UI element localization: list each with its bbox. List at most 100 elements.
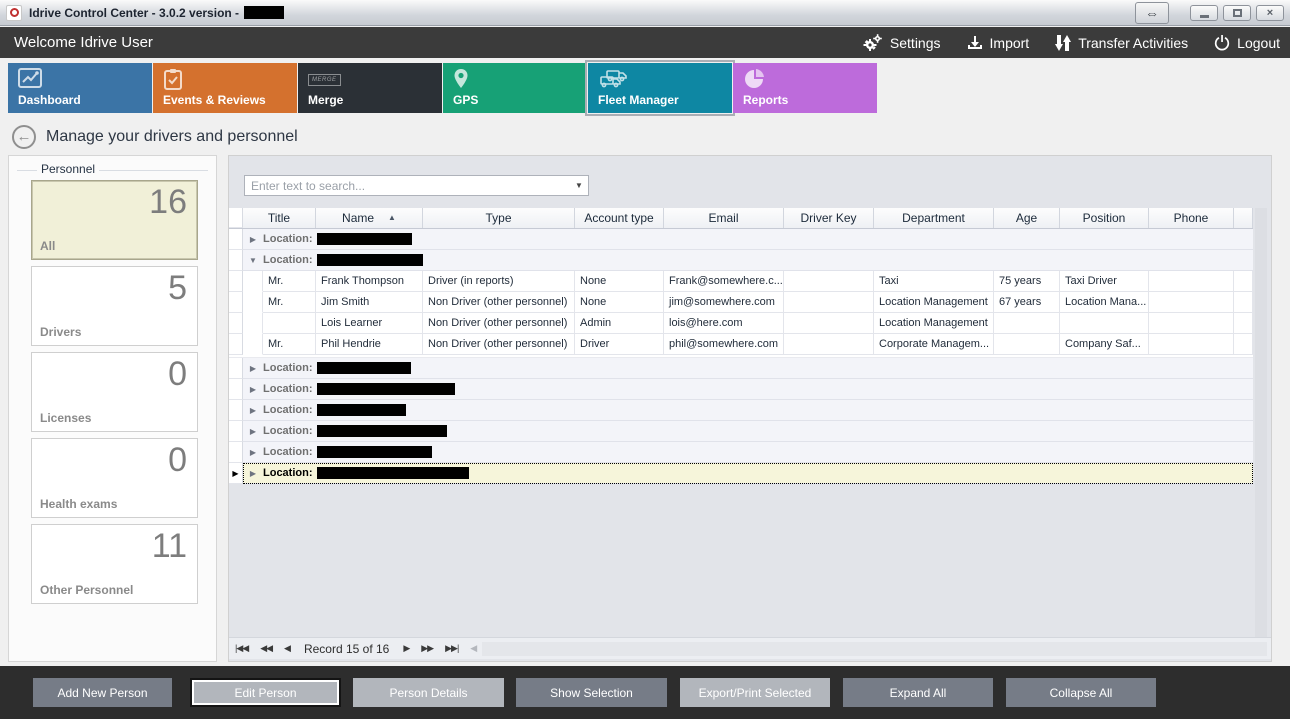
expand-group-icon[interactable]: ▶ <box>249 363 257 373</box>
expand-group-icon[interactable]: ▶ <box>249 234 257 244</box>
pager-next-page-button[interactable]: ▶▶ <box>421 643 434 653</box>
location-group-row[interactable]: ▶ Location: <box>229 400 1253 421</box>
import-label: Import <box>989 34 1030 51</box>
app-icon <box>6 4 22 21</box>
cell-filler <box>1234 334 1253 355</box>
cell-age <box>994 313 1060 334</box>
cell-phone <box>1149 334 1234 355</box>
expand-group-icon[interactable]: ▶ <box>249 447 257 457</box>
expand-group-icon[interactable]: ▶ <box>249 405 257 415</box>
tab-reports[interactable]: Reports <box>733 63 877 113</box>
show-selection-button[interactable]: Show Selection <box>516 678 667 707</box>
group-value-redaction <box>316 425 447 437</box>
location-group-row[interactable]: ▶ Location: <box>229 379 1253 400</box>
search-dropdown-icon[interactable]: ▼ <box>575 181 583 190</box>
search-input[interactable] <box>245 178 570 193</box>
vertical-scrollbar[interactable] <box>1255 208 1267 639</box>
pager-next-button[interactable]: ▶ <box>403 643 410 653</box>
minimize-button[interactable] <box>1190 5 1218 21</box>
column-header-account-type[interactable]: Account type <box>575 208 664 228</box>
group-value-redaction <box>316 362 411 374</box>
settings-label: Settings <box>889 34 941 51</box>
column-header-driver-key[interactable]: Driver Key <box>784 208 874 228</box>
row-indicator <box>229 421 243 442</box>
pin-icon <box>453 68 469 95</box>
group-gap <box>229 355 1253 358</box>
cell-account-type: Driver <box>575 334 664 355</box>
collapse-group-icon[interactable]: ▼ <box>249 255 257 265</box>
location-group-row[interactable]: ▼ Location: <box>229 250 1253 271</box>
pager-prev-page-button[interactable]: ◀◀ <box>260 643 273 653</box>
pager-prev-button[interactable]: ◀ <box>284 643 291 653</box>
column-header-email[interactable]: Email <box>664 208 784 228</box>
location-group-row[interactable]: ▶ ▶ Location: <box>229 463 1253 484</box>
person-row[interactable]: Mr. Jim Smith Non Driver (other personnel)… <box>229 292 1253 313</box>
person-row[interactable]: Mr. Frank Thompson Driver (in reports) None… <box>229 271 1253 292</box>
logout-button[interactable]: Logout <box>1214 34 1280 51</box>
group-band: ▶ Location: <box>243 421 1253 442</box>
cell-position <box>1060 313 1149 334</box>
tab-label: Fleet Manager <box>598 93 679 107</box>
expand-all-button[interactable]: Expand All <box>843 678 993 707</box>
column-header-age[interactable]: Age <box>994 208 1060 228</box>
close-button[interactable]: × <box>1256 5 1284 21</box>
cell-phone <box>1149 313 1234 334</box>
location-group-row[interactable]: ▶ Location: <box>229 421 1253 442</box>
expand-group-icon[interactable]: ▶ <box>249 426 257 436</box>
cell-position: Location Mana... <box>1060 292 1149 313</box>
person-row[interactable]: Mr. Phil Hendrie Non Driver (other personn… <box>229 334 1253 355</box>
tab-events-reviews[interactable]: Events & Reviews <box>153 63 297 113</box>
personnel-card-health-exams[interactable]: 0 Health exams <box>31 438 198 518</box>
location-group-row[interactable]: ▶ Location: <box>229 229 1253 250</box>
group-band: ▼ Location: <box>243 250 1253 271</box>
tab-merge[interactable]: MERGE Merge <box>298 63 442 113</box>
search-box[interactable]: ▼ <box>244 175 589 196</box>
personnel-card-all[interactable]: 16 All <box>31 180 198 260</box>
location-group-row[interactable]: ▶ Location: <box>229 358 1253 379</box>
export-print-selected-button[interactable]: Export/Print Selected <box>680 678 830 707</box>
column-header-name[interactable]: Name ▲ <box>316 208 423 228</box>
person-details-button[interactable]: Person Details <box>353 678 504 707</box>
tab-dashboard[interactable]: Dashboard <box>8 63 152 113</box>
personnel-card-drivers[interactable]: 5 Drivers <box>31 266 198 346</box>
settings-button[interactable]: Settings <box>863 33 941 52</box>
tab-gps[interactable]: GPS <box>443 63 587 113</box>
column-header-filler[interactable] <box>1234 208 1253 228</box>
menu-bar: Welcome Idrive User Settings Import Tran… <box>0 27 1290 58</box>
edit-person-button[interactable]: Edit Person <box>190 678 341 707</box>
add-new-person-button[interactable]: Add New Person <box>33 678 172 707</box>
cell-account-type: None <box>575 271 664 292</box>
gears-icon <box>863 33 883 52</box>
card-label: Licenses <box>40 411 92 425</box>
column-header-position[interactable]: Position <box>1060 208 1149 228</box>
group-label: Location: <box>263 254 313 266</box>
person-row[interactable]: Lois Learner Non Driver (other personnel)… <box>229 313 1253 334</box>
personnel-card-licenses[interactable]: 0 Licenses <box>31 352 198 432</box>
pager-last-button[interactable]: ▶▶| <box>445 643 459 653</box>
cell-type: Non Driver (other personnel) <box>423 292 575 313</box>
horizontal-scrollbar[interactable] <box>482 641 1267 656</box>
expand-group-icon[interactable]: ▶ <box>249 384 257 394</box>
tab-fleet-manager[interactable]: Fleet Manager <box>585 60 735 116</box>
column-header-phone[interactable]: Phone <box>1149 208 1234 228</box>
location-group-row[interactable]: ▶ Location: <box>229 442 1253 463</box>
column-header-department[interactable]: Department <box>874 208 994 228</box>
hscroll-left-icon[interactable]: ◀ <box>470 643 477 653</box>
transfer-activities-label: Transfer Activities <box>1078 34 1189 51</box>
resize-button[interactable]: ⇔ <box>1135 2 1169 24</box>
pager-first-button[interactable]: |◀◀ <box>235 643 249 653</box>
card-label: All <box>40 239 56 253</box>
back-button[interactable]: ← <box>12 124 36 149</box>
import-button[interactable]: Import <box>967 34 1030 51</box>
column-header-title[interactable]: Title <box>243 208 316 228</box>
group-band: ▶ Location: <box>243 400 1253 421</box>
expand-group-icon[interactable]: ▶ <box>249 468 257 478</box>
column-header-type[interactable]: Type <box>423 208 575 228</box>
collapse-all-button[interactable]: Collapse All <box>1006 678 1156 707</box>
row-indicator <box>229 250 243 271</box>
maximize-button[interactable] <box>1223 5 1251 21</box>
card-count: 11 <box>151 527 187 565</box>
transfer-activities-button[interactable]: Transfer Activities <box>1055 34 1188 52</box>
cell-email: jim@somewhere.com <box>664 292 784 313</box>
personnel-card-other-personnel[interactable]: 11 Other Personnel <box>31 524 198 604</box>
